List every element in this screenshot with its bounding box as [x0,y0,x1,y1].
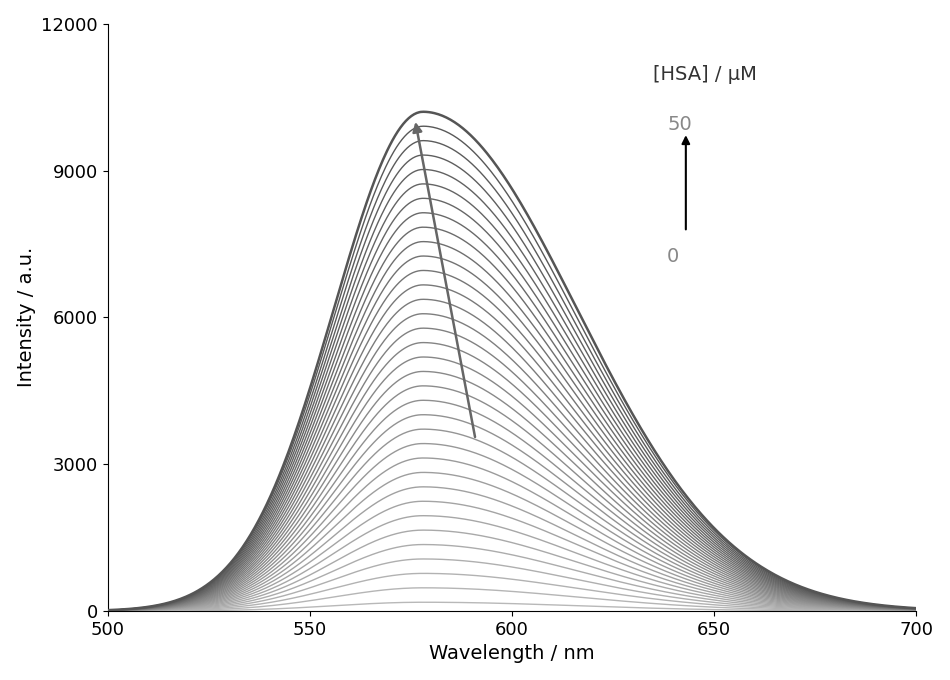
Y-axis label: Intensity / a.u.: Intensity / a.u. [17,248,36,388]
Text: [HSA] / μM: [HSA] / μM [654,65,757,84]
Text: 0: 0 [667,247,679,266]
X-axis label: Wavelength / nm: Wavelength / nm [429,645,595,663]
Text: 50: 50 [667,115,692,134]
